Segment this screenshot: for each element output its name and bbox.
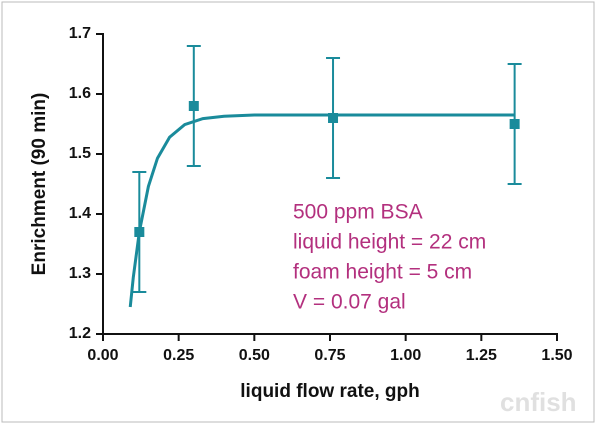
x-tick-label: 0.75 [314, 347, 345, 364]
data-point [188, 101, 199, 111]
y-tick-label: 1.7 [69, 25, 91, 42]
y-tick-label: 1.3 [69, 265, 91, 282]
watermark: cnfish [500, 387, 577, 417]
data-point [134, 227, 145, 237]
x-axis-label: liquid flow rate, gph [240, 381, 419, 402]
x-tick-label: 1.50 [541, 347, 572, 364]
frame [1, 1, 595, 423]
x-tick-label: 1.00 [390, 347, 421, 364]
data-point [328, 113, 339, 123]
annotation: liquid height = 22 cm [293, 231, 486, 254]
annotation: foam height = 5 cm [293, 261, 472, 284]
annotation: V = 0.07 gal [293, 291, 406, 314]
y-tick-label: 1.2 [69, 325, 91, 342]
y-tick-label: 1.6 [69, 85, 91, 102]
y-tick-label: 1.4 [69, 205, 91, 222]
x-tick-label: 1.25 [466, 347, 497, 364]
x-tick-label: 0.25 [163, 347, 194, 364]
annotation: 500 ppm BSA [293, 201, 423, 224]
x-tick-label: 0.50 [239, 347, 270, 364]
y-axis-label: Enrichment (90 min) [29, 93, 50, 276]
data-point [509, 119, 520, 129]
x-tick-label: 0.00 [87, 347, 118, 364]
y-tick-label: 1.5 [69, 145, 91, 162]
